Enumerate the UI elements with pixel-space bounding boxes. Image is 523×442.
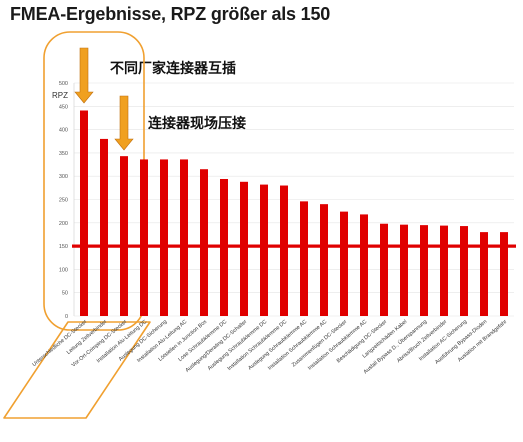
bar <box>160 159 168 316</box>
down-arrow-icon <box>114 95 134 151</box>
bar <box>360 214 368 316</box>
bar <box>500 232 508 316</box>
bar <box>120 156 128 316</box>
y-tick-label: 100 <box>59 267 68 273</box>
bar <box>480 232 488 316</box>
bar <box>100 138 108 316</box>
y-tick-label: 50 <box>62 291 68 297</box>
y-tick-label: 400 <box>59 128 68 134</box>
bar <box>240 181 248 316</box>
y-axis-label: RPZ <box>52 91 68 100</box>
bar <box>380 223 388 316</box>
y-tick-label: 0 <box>65 314 68 320</box>
y-tick-label: 300 <box>59 174 68 180</box>
chart-title: FMEA-Ergebnisse, RPZ größer als 150 <box>10 4 331 24</box>
y-tick-label: 500 <box>59 81 68 87</box>
annotation-connector-mix: 不同厂家连接器互插 <box>110 61 236 77</box>
bar <box>280 185 288 316</box>
bar <box>320 204 328 316</box>
y-tick-label: 350 <box>59 151 68 157</box>
annotation-field-crimp: 连接器现场压接 <box>148 116 246 132</box>
y-tick-label: 150 <box>59 244 68 250</box>
bar <box>440 225 448 316</box>
bar <box>460 226 468 316</box>
y-tick-label: 450 <box>59 104 68 110</box>
bar <box>200 169 208 316</box>
bar <box>300 201 308 316</box>
bar <box>340 211 348 316</box>
bar <box>400 224 408 316</box>
bar <box>80 110 88 316</box>
highlight-outline-top <box>43 31 145 331</box>
highlight-outline-labels <box>3 321 151 419</box>
bar <box>140 159 148 316</box>
bar <box>420 225 428 316</box>
bar <box>260 184 268 316</box>
down-arrow-icon <box>74 47 94 104</box>
y-tick-label: 200 <box>59 221 68 227</box>
y-tick-label: 250 <box>59 198 68 204</box>
bar <box>180 159 188 316</box>
